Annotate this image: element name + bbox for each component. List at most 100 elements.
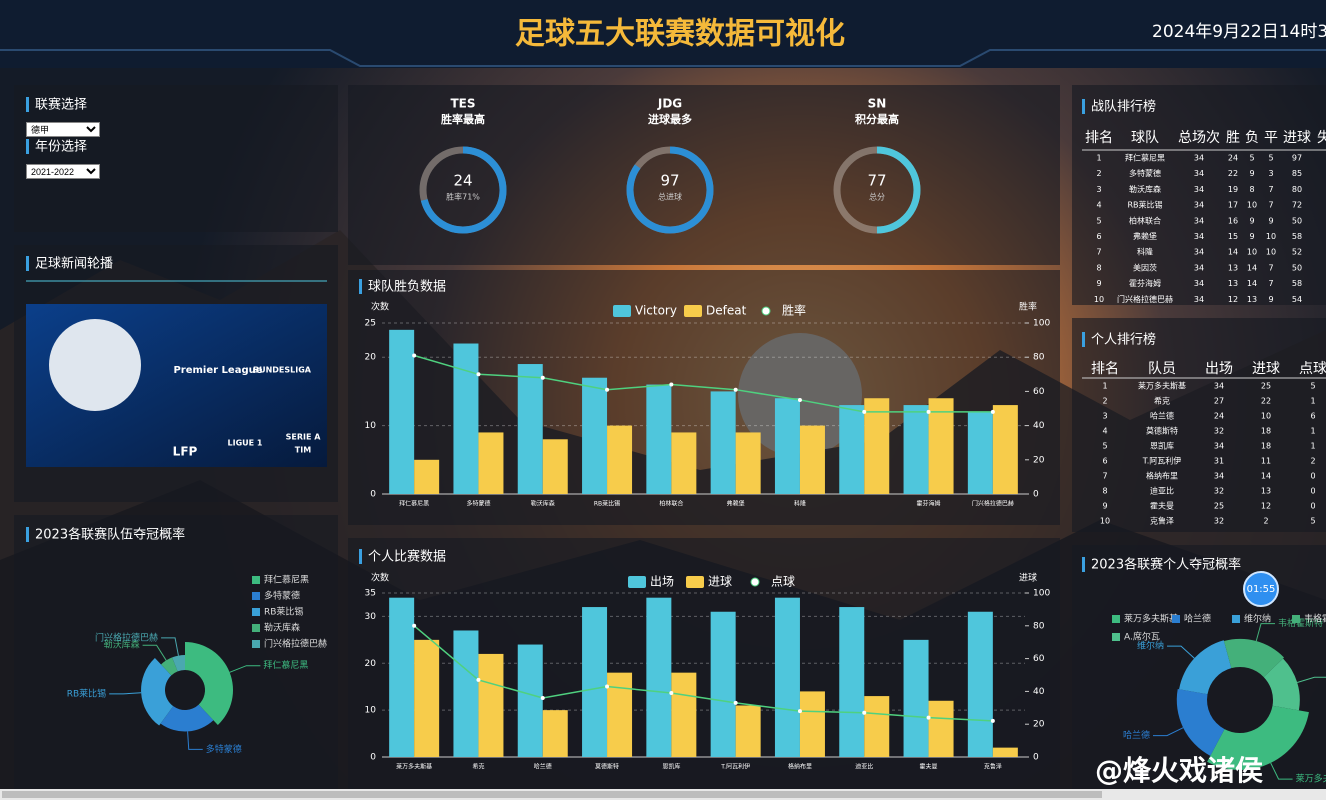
table-cell: 31	[1214, 457, 1224, 466]
datetime: 2024年9月22日14时3	[1152, 22, 1326, 42]
table-cell: 97	[1292, 154, 1302, 163]
table-cell: 莱万多夫斯基	[1138, 381, 1186, 391]
leader-line	[142, 644, 167, 661]
legend-label: 门兴格拉德巴赫	[264, 638, 327, 650]
table-cell: 24	[1228, 154, 1238, 163]
table-cell: 27	[1214, 397, 1224, 406]
bar	[453, 630, 479, 757]
y2-tick-label: 100	[1033, 319, 1050, 329]
legend-marker	[1232, 615, 1240, 623]
panel	[14, 515, 338, 790]
pie-slice	[185, 642, 233, 725]
table-cell: 32	[1214, 487, 1224, 496]
table-cell: 13	[1228, 279, 1238, 288]
pie-slice	[141, 657, 174, 726]
line-point	[990, 409, 995, 414]
table-cell: 85	[1292, 169, 1302, 178]
table-cell: 9	[1249, 216, 1254, 225]
table-cell: 52	[1292, 248, 1302, 257]
legend-marker	[252, 608, 260, 616]
table-header: 进球	[1252, 361, 1280, 377]
gauge-arc	[876, 146, 921, 234]
table-cell: 34	[1194, 154, 1204, 163]
table-cell: 18	[1261, 442, 1271, 451]
table-header: 失	[1317, 130, 1326, 146]
title-marker	[1082, 557, 1085, 572]
x-tick-label: 霍夫曼	[920, 763, 938, 771]
highlight-caption: 胜率最高	[440, 112, 485, 126]
filter-label: 联赛选择	[35, 97, 87, 113]
table-cell: 6	[1102, 457, 1107, 466]
legend-label: RB莱比锡	[264, 606, 303, 618]
y2-tick-label: 20	[1033, 455, 1045, 465]
year-select[interactable]: 2021-2022	[26, 164, 100, 179]
line-point	[797, 709, 802, 714]
bar	[735, 705, 761, 757]
legend-marker	[686, 576, 704, 588]
league-select[interactable]: 德甲	[26, 122, 100, 137]
table-cell: 7	[1268, 263, 1273, 272]
slice-label: 多特蒙德	[206, 743, 242, 755]
table-cell: 2	[1102, 397, 1107, 406]
highlight-team: TES	[450, 97, 475, 111]
legend-label: Victory	[635, 304, 677, 318]
pie-slice	[1223, 638, 1285, 678]
bar	[389, 597, 415, 757]
table-cell: 10	[1266, 232, 1276, 241]
title-marker	[26, 527, 29, 542]
line-point	[605, 684, 610, 689]
table-cell: 24	[1214, 412, 1224, 421]
table-cell: 14	[1228, 248, 1238, 257]
pie-slice	[1263, 658, 1300, 711]
bar	[646, 597, 672, 757]
bar	[582, 607, 608, 757]
bar	[671, 672, 697, 757]
x-tick-label: RB莱比锡	[594, 500, 620, 508]
legend-marker	[252, 576, 260, 584]
bar	[774, 398, 800, 494]
table-cell: 14	[1247, 279, 1257, 288]
axis-label: 次数	[371, 301, 389, 313]
slice-label: 哈兰德	[1123, 729, 1150, 741]
header-decor	[0, 49, 1326, 67]
table-cell: 34	[1194, 232, 1204, 241]
slice-label: 勒沃库森	[104, 639, 140, 651]
y2-tick-label: 100	[1033, 589, 1050, 599]
logo-text: SERIE A	[286, 433, 322, 442]
table-cell: 15	[1228, 232, 1238, 241]
table-cell: 1	[1310, 442, 1315, 451]
panel-title: 战队排行榜	[1091, 99, 1156, 115]
table-cell: 0	[1310, 487, 1315, 496]
table-cell: 2	[1096, 169, 1101, 178]
x-tick-label: 迪亚比	[855, 763, 873, 771]
legend-label: 拜仁慕尼黑	[264, 574, 309, 586]
highlight-caption: 积分最高	[855, 112, 899, 126]
logo-text: LIGUE 1	[228, 439, 263, 448]
legend-label: 出场	[650, 575, 674, 589]
table-cell: 13	[1228, 263, 1238, 272]
table-cell: 9	[1249, 232, 1254, 241]
leader-line	[1270, 762, 1293, 780]
title-marker	[359, 279, 362, 294]
title-marker	[359, 549, 362, 564]
line-point	[862, 409, 867, 414]
table-cell: 12	[1228, 295, 1238, 304]
table-cell: RB莱比锡	[1127, 200, 1162, 210]
logo-text: LFP	[173, 445, 198, 459]
ball	[49, 319, 141, 411]
x-tick-label: 门兴格拉德巴赫	[972, 500, 1014, 508]
table-cell: 22	[1228, 169, 1238, 178]
bar	[542, 439, 568, 494]
table-cell: 34	[1194, 169, 1204, 178]
table-cell: 5	[1268, 154, 1273, 163]
table-cell: 14	[1261, 472, 1271, 481]
table-cell: 哈兰德	[1150, 411, 1174, 421]
scrollbar-thumb	[2, 791, 1102, 798]
leader-line	[109, 692, 142, 695]
pie-slice	[161, 657, 178, 676]
y-tick-label: 30	[365, 612, 377, 622]
y2-tick-label: 0	[1033, 490, 1039, 500]
leader-line	[1255, 623, 1276, 642]
watermark: @烽火戏诸侯	[1095, 754, 1263, 787]
